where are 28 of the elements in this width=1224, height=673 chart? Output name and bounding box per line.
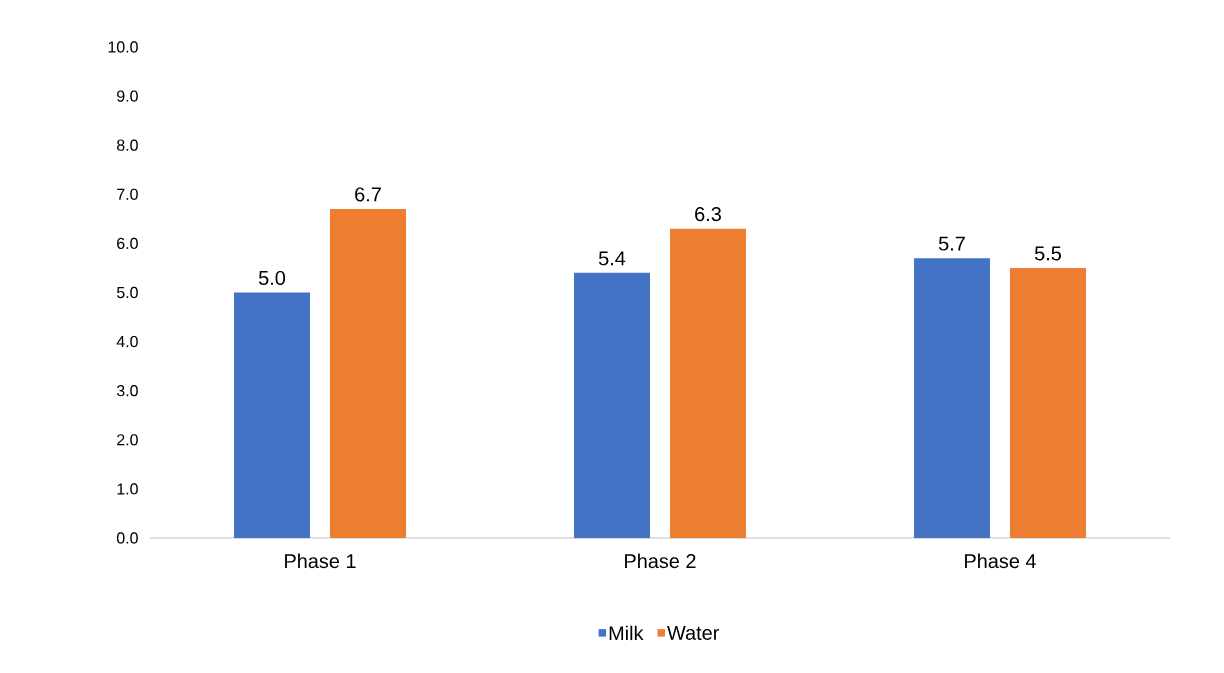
y-tick-label: 10.0 — [108, 41, 138, 53]
y-tick-label: 6.0 — [117, 237, 138, 250]
y-tick-label: 3.0 — [116, 385, 138, 397]
data-label: 6.3 — [695, 207, 721, 222]
data-label: 5.5 — [1034, 246, 1061, 261]
y-tick-label: 4.0 — [116, 335, 138, 348]
y-tick-label: 0.0 — [116, 532, 138, 544]
bar — [913, 258, 990, 538]
data-label: 5.7 — [938, 236, 965, 251]
y-tick-label: 7.0 — [117, 188, 138, 200]
legend-label: Milk — [609, 625, 644, 641]
bar — [1009, 267, 1086, 538]
data-label: 5.0 — [258, 270, 286, 285]
x-tick-label: Phase 1 — [285, 553, 356, 569]
y-tick-label: 5.0 — [116, 286, 138, 299]
y-tick-label: 2.0 — [117, 434, 138, 446]
y-tick-label: 8.0 — [117, 139, 138, 151]
y-tick-label: 1.0 — [117, 483, 138, 495]
data-label: 6.7 — [355, 187, 381, 202]
bar — [573, 272, 650, 538]
y-tick-label: 9.0 — [117, 90, 138, 102]
bar — [234, 292, 310, 538]
data-label: 5.4 — [598, 251, 626, 266]
bar — [669, 228, 746, 538]
x-tick-label: Phase 2 — [625, 553, 696, 569]
x-tick-label: Phase 4 — [965, 553, 1036, 569]
bar — [330, 209, 406, 538]
legend-label: Water — [667, 626, 720, 640]
